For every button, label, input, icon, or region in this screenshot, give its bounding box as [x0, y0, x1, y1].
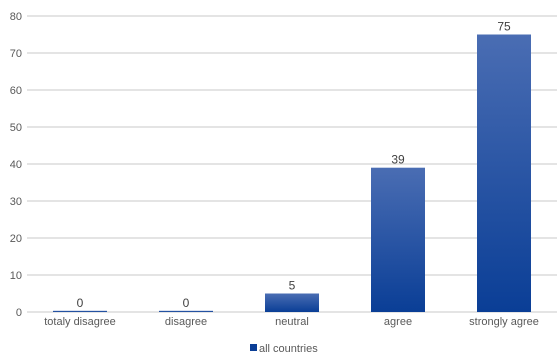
- data-labels: 0 0 5 39 75: [77, 20, 511, 310]
- x-tick-label: neutral: [275, 316, 309, 328]
- gridlines: [27, 15, 557, 313]
- x-axis-tick-labels: totaly disagree disagree neutral agree stron…: [44, 316, 539, 328]
- bar: [371, 167, 425, 312]
- bar: [265, 293, 319, 312]
- x-tick-label: totaly disagree: [44, 316, 116, 328]
- y-tick-label: 30: [10, 196, 22, 208]
- y-tick-label: 50: [10, 122, 22, 134]
- legend: all countries: [250, 343, 318, 355]
- bar-data-label: 39: [391, 153, 405, 167]
- x-tick-label: strongly agree: [469, 316, 539, 328]
- y-axis-tick-labels: 0 10 20 30 40 50 60 70 80: [10, 11, 22, 319]
- bar-data-label: 5: [289, 279, 296, 293]
- bars: [53, 34, 531, 312]
- bar: [477, 34, 531, 312]
- x-tick-label: agree: [384, 316, 412, 328]
- bar-data-label: 0: [77, 296, 84, 310]
- y-tick-label: 80: [10, 11, 22, 23]
- bar-data-label: 75: [497, 20, 511, 34]
- bar: [53, 310, 107, 312]
- legend-swatch: [250, 344, 257, 351]
- x-tick-label: disagree: [165, 316, 207, 328]
- y-tick-label: 40: [10, 159, 22, 171]
- y-tick-label: 20: [10, 233, 22, 245]
- bar-data-label: 0: [183, 296, 190, 310]
- y-tick-label: 10: [10, 270, 22, 282]
- y-tick-label: 0: [16, 307, 22, 319]
- y-tick-label: 70: [10, 48, 22, 60]
- legend-label: all countries: [259, 343, 318, 355]
- y-tick-label: 60: [10, 85, 22, 97]
- bar: [159, 310, 213, 312]
